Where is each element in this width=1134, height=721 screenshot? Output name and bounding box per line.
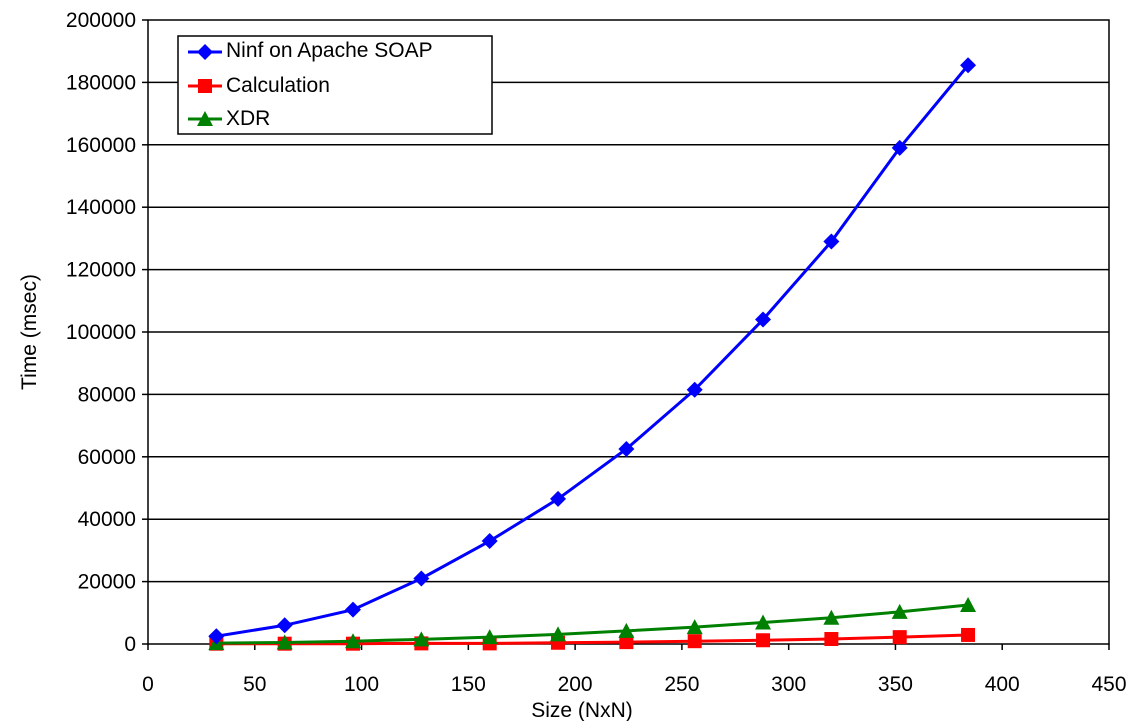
- series-line-1: [216, 633, 969, 646]
- data-point-0-8: [755, 311, 772, 328]
- data-point-2-7: [686, 619, 703, 635]
- x-tick-label-200: 200: [558, 673, 593, 696]
- data-point-1-8: [756, 633, 771, 648]
- data-point-1-9: [824, 632, 839, 647]
- data-point-0-6: [618, 441, 635, 457]
- data-point-2-4: [481, 629, 498, 645]
- data-point-0-9: [823, 233, 840, 250]
- data-point-2-8: [755, 614, 772, 630]
- x-tick-label-250: 250: [664, 673, 699, 696]
- x-tick-label-0: 0: [142, 673, 154, 696]
- x-tick-label-150: 150: [451, 673, 486, 696]
- x-axis-ticks: 0 50 100 150 200 250 300 350 400 450: [142, 644, 1127, 696]
- data-point-1-11: [961, 627, 976, 642]
- data-point-0-11: [960, 57, 977, 74]
- data-point-0-7: [686, 381, 703, 398]
- legend-label-ninf: Ninf on Apache SOAP: [226, 39, 433, 62]
- y-tick-label-200000: 200000: [66, 9, 136, 32]
- legend-marker-1: [198, 79, 212, 93]
- y-tick-label-180000: 180000: [66, 71, 136, 94]
- data-point-1-6: [619, 635, 634, 650]
- y-tick-label-100000: 100000: [66, 321, 136, 344]
- data-point-0-5: [550, 490, 567, 507]
- legend-label-xdr: XDR: [226, 107, 270, 130]
- data-point-1-7: [687, 634, 702, 649]
- legend-box: [177, 35, 493, 135]
- y-tick-label-160000: 160000: [66, 134, 136, 157]
- data-point-0-0: [208, 628, 225, 645]
- x-axis-title: Size (NxN): [531, 699, 633, 721]
- y-axis-title: Time (msec): [18, 274, 41, 390]
- y-tick-label-80000: 80000: [78, 383, 136, 406]
- y-tick-label-120000: 120000: [66, 259, 136, 282]
- data-point-1-10: [892, 630, 907, 645]
- legend-marker-0: [197, 44, 213, 60]
- series-2: [208, 597, 977, 651]
- x-tick-label-400: 400: [985, 673, 1020, 696]
- data-point-0-10: [891, 139, 908, 156]
- data-point-0-1: [276, 617, 293, 634]
- data-point-0-3: [413, 570, 430, 587]
- data-point-0-2: [345, 601, 362, 618]
- legend-label-calculation: Calculation: [226, 74, 330, 97]
- series-line-0: [216, 64, 970, 638]
- data-point-2-1: [276, 634, 293, 650]
- x-tick-label-350: 350: [878, 673, 913, 696]
- y-tick-label-40000: 40000: [78, 508, 136, 531]
- data-point-2-6: [618, 622, 635, 638]
- y-axis-ticks: 0 20000 40000 60000 80000 100000 120000 140000 1…: [66, 9, 148, 656]
- data-point-2-2: [345, 633, 362, 649]
- data-point-2-5: [550, 626, 567, 642]
- y-tick-label-20000: 20000: [78, 571, 136, 594]
- y-tick-label-0: 0: [124, 633, 136, 656]
- data-point-2-10: [891, 603, 908, 619]
- data-series: [208, 57, 977, 651]
- data-point-2-11: [960, 597, 977, 612]
- legend-marker-2: [197, 111, 213, 126]
- data-point-2-9: [823, 609, 840, 625]
- x-tick-label-50: 50: [243, 673, 266, 696]
- y-tick-label-140000: 140000: [66, 196, 136, 219]
- legend: Ninf on Apache SOAP Calculation XDR: [177, 35, 493, 135]
- series-0: [208, 57, 977, 645]
- series-line-2: [216, 603, 969, 645]
- data-point-2-3: [413, 631, 430, 647]
- legend-marks: [188, 44, 222, 126]
- x-tick-label-100: 100: [344, 673, 379, 696]
- data-point-0-4: [481, 533, 498, 550]
- x-tick-label-300: 300: [771, 673, 806, 696]
- y-tick-label-60000: 60000: [78, 446, 136, 469]
- x-tick-label-450: 450: [1091, 673, 1126, 696]
